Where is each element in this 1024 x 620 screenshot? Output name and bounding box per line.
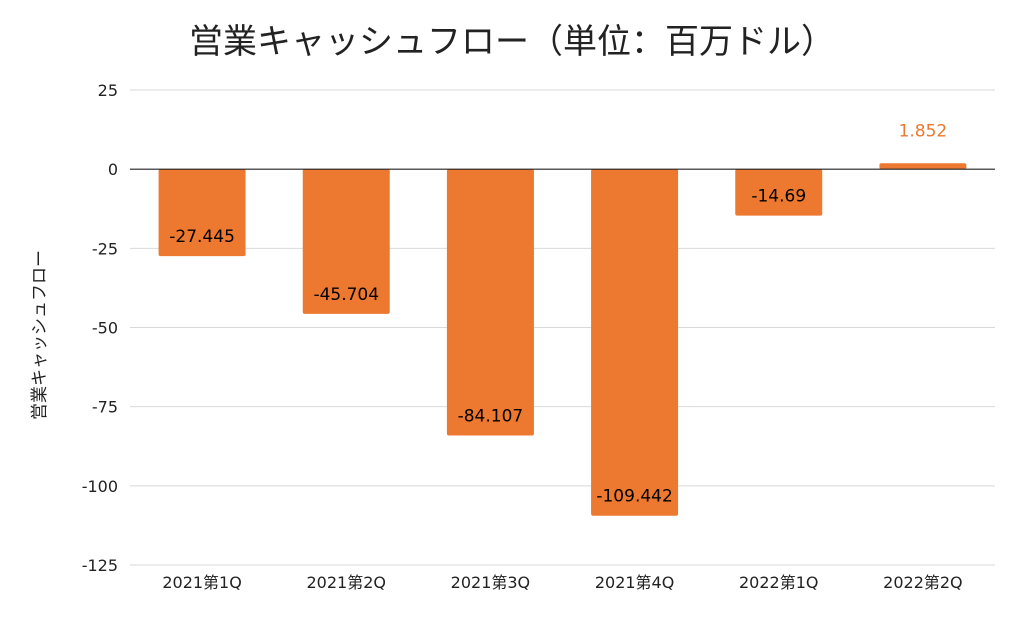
data-label: -109.442 [596,487,672,507]
bar [302,169,390,314]
data-label: -14.69 [751,187,806,207]
x-tick-label: 2021第4Q [595,573,675,592]
y-tick-label: 0 [108,160,118,179]
y-axis-label: 営業キャッシュフロー [30,250,50,420]
x-tick-label: 2021第3Q [451,573,531,592]
bars [158,163,967,516]
data-label: 1.852 [899,121,948,141]
x-tick-label: 2022第2Q [883,573,963,592]
data-label: -27.445 [169,227,235,247]
data-label: -45.704 [313,285,379,305]
y-tick-label: -125 [82,556,118,575]
y-tick-label: -100 [82,477,118,496]
x-tick-label: 2021第1Q [162,573,242,592]
bar [446,169,534,436]
y-tick-label: -25 [92,239,118,258]
y-tick-label: -75 [92,398,118,417]
data-label: -84.107 [458,407,524,427]
bar [591,169,679,516]
y-tick-label: -50 [92,319,118,338]
x-tick-label: 2021第2Q [307,573,387,592]
data-labels: -27.445 -45.704 -84.107 -109.442 -14.69 1.852 [169,121,947,506]
chart-title: 営業キャッシュフロー（単位：百万ドル） [189,22,835,62]
bar [158,169,246,257]
x-tick-label: 2022第1Q [739,573,819,592]
axes: 25 0 -25 -50 -75 -100 -125 2021第1Q 2021第2Q 2021第3… [82,81,995,592]
grid-lines [130,89,995,566]
bar [879,163,967,170]
y-tick-label: 25 [98,81,118,100]
bar [735,169,823,216]
